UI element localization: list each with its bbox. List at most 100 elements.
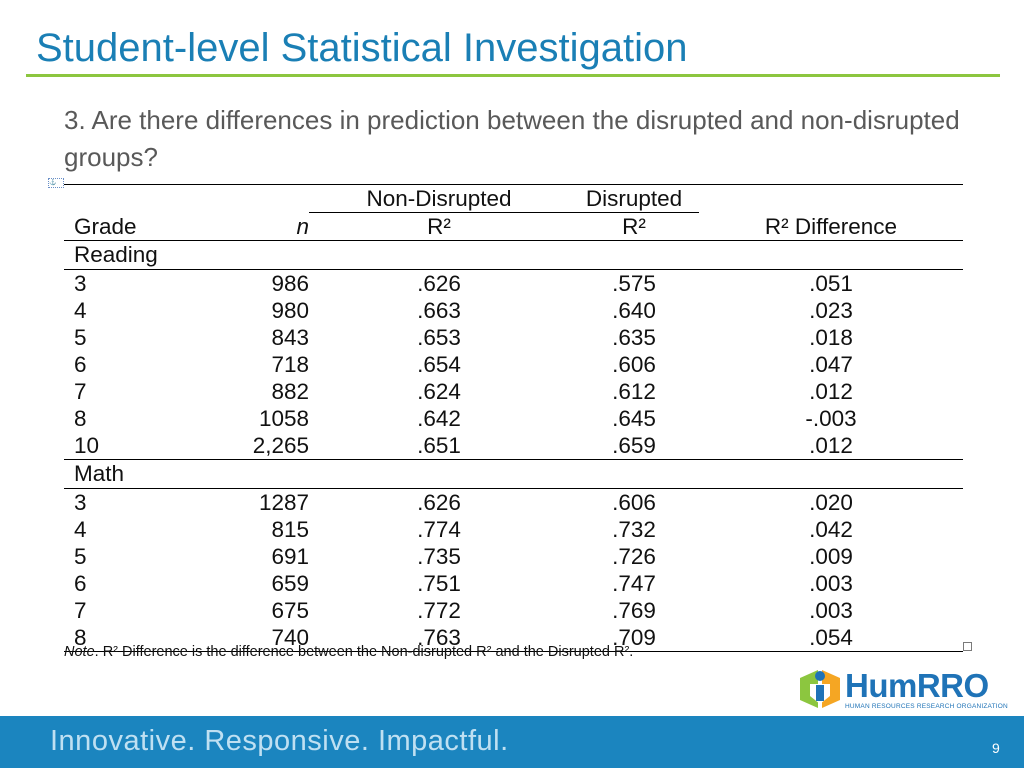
cell-non-disrupted-r2: .642 <box>417 406 461 431</box>
cell-n: 986 <box>271 271 309 296</box>
table-header-row-top: Non-Disrupted Disrupted <box>64 184 963 213</box>
header-r2-difference: R² Difference <box>764 213 898 239</box>
research-question: 3. Are there differences in prediction b… <box>64 105 960 172</box>
group-header-row: Reading <box>64 240 963 270</box>
cell-n: 2,265 <box>252 433 309 458</box>
cell-disrupted-r2: .606 <box>612 352 656 377</box>
cell-grade: 5 <box>74 544 87 569</box>
cell-grade: 4 <box>74 517 87 542</box>
header-d-r2: R² <box>622 214 646 239</box>
header-grade: Grade <box>74 213 137 239</box>
cell-r2-difference: -.003 <box>805 406 857 431</box>
results-table: Non-Disrupted Disrupted Grade n R² R² R²… <box>64 184 963 652</box>
slide-title: Student-level Statistical Investigation <box>36 26 688 70</box>
group-header-row: Math <box>64 459 963 489</box>
footer-bar <box>0 716 1024 768</box>
cell-disrupted-r2: .640 <box>612 298 656 323</box>
cell-n: 718 <box>271 352 309 377</box>
note-label: Note <box>64 644 95 660</box>
table-header-row-bottom: Grade n R² R² R² Difference <box>64 213 963 241</box>
cell-disrupted-r2: .575 <box>612 271 656 296</box>
cell-r2-difference: .003 <box>809 598 853 623</box>
cell-r2-difference: .012 <box>809 379 853 404</box>
table-row: 4 980 .663 .640 .023 <box>64 297 963 324</box>
cell-grade: 5 <box>74 325 87 350</box>
cell-grade: 8 <box>64 624 184 652</box>
cell-r2-difference: .012 <box>809 433 853 458</box>
table-row: 3 1287 .626 .606 .020 <box>64 489 963 517</box>
table-row: 4 815 .774 .732 .042 <box>64 516 963 543</box>
cell-n: 980 <box>271 298 309 323</box>
cell-grade: 6 <box>74 571 87 596</box>
table-row: 5 691 .735 .726 .009 <box>64 543 963 570</box>
cell-n: 740 <box>184 624 309 652</box>
cell-disrupted-r2: .726 <box>612 544 656 569</box>
table-row: 6 718 .654 .606 .047 <box>64 351 963 378</box>
cell-non-disrupted-r2: .735 <box>417 544 461 569</box>
cell-non-disrupted-r2: .654 <box>417 352 461 377</box>
table-row: 10 2,265 .651 .659 .012 <box>64 432 963 460</box>
cell-non-disrupted-r2: .751 <box>417 571 461 596</box>
cell-disrupted-r2: .645 <box>612 406 656 431</box>
cell-grade: 3 <box>74 271 87 296</box>
cell-non-disrupted-r2: .663 <box>417 298 461 323</box>
header-nd-r2: R² <box>427 214 451 239</box>
cell-non-disrupted-r2: .626 <box>417 490 461 515</box>
cell-r2-difference: .051 <box>809 271 853 296</box>
cell-disrupted-r2: .606 <box>612 490 656 515</box>
cell-n: 675 <box>271 598 309 623</box>
header-disrupted: Disrupted <box>569 184 699 213</box>
cell-non-disrupted-r2: .772 <box>417 598 461 623</box>
cell-r2-difference: .020 <box>809 490 853 515</box>
cell-r2-difference: .054 <box>699 624 963 652</box>
cell-disrupted-r2: .709 <box>569 624 699 652</box>
cell-r2-difference: .042 <box>809 517 853 542</box>
cell-grade: 10 <box>74 433 100 458</box>
cell-non-disrupted-r2: .653 <box>417 325 461 350</box>
cell-non-disrupted-r2: .626 <box>417 271 461 296</box>
header-n: n <box>296 213 309 239</box>
cell-grade: 3 <box>74 490 87 515</box>
cell-disrupted-r2: .769 <box>612 598 656 623</box>
cell-r2-difference: .023 <box>809 298 853 323</box>
header-non-disrupted: Non-Disrupted <box>309 184 569 213</box>
cell-r2-difference: .003 <box>809 571 853 596</box>
cell-grade: 7 <box>74 598 87 623</box>
table-row: 8 740.763.709.054 <box>64 624 963 652</box>
cell-n: 691 <box>271 544 309 569</box>
logo-subtitle: HUMAN RESOURCES RESEARCH ORGANIZATION <box>845 703 1008 710</box>
group-label: Math <box>64 459 963 489</box>
cell-non-disrupted-r2: .624 <box>417 379 461 404</box>
cell-n: 659 <box>271 571 309 596</box>
table-row: 5 843 .653 .635 .018 <box>64 324 963 351</box>
cell-disrupted-r2: .747 <box>612 571 656 596</box>
cell-grade: 8 <box>74 406 87 431</box>
cell-n: 882 <box>271 379 309 404</box>
cell-r2-difference: .009 <box>809 544 853 569</box>
cell-disrupted-r2: .659 <box>612 433 656 458</box>
resize-handle[interactable] <box>963 642 972 651</box>
cell-non-disrupted-r2: .774 <box>417 517 461 542</box>
cell-disrupted-r2: .612 <box>612 379 656 404</box>
cell-r2-difference: .047 <box>809 352 853 377</box>
note-text: . R² Difference is the difference betwee… <box>94 644 634 660</box>
cell-disrupted-r2: .635 <box>612 325 656 350</box>
cell-disrupted-r2: .732 <box>612 517 656 542</box>
logo-wordmark: HumRRO <box>845 667 989 704</box>
table-row: 3 986 .626 .575 .051 <box>64 270 963 298</box>
group-label: Reading <box>64 240 963 270</box>
footer-tagline: Innovative. Responsive. Impactful. <box>50 725 509 757</box>
table-row: 6 659 .751 .747 .003 <box>64 570 963 597</box>
table-row: 8 1058 .642 .645 -.003 <box>64 405 963 432</box>
object-anchor-icon[interactable]: ⚓ <box>48 178 64 188</box>
cell-grade: 6 <box>74 352 87 377</box>
cell-n: 843 <box>271 325 309 350</box>
table-note: Note. R² Difference is the difference be… <box>64 644 633 660</box>
page-number: 9 <box>992 740 1000 756</box>
cell-non-disrupted-r2: .651 <box>417 433 461 458</box>
humrro-logo-mark-icon <box>800 670 840 708</box>
cell-n: 1287 <box>258 490 309 515</box>
cell-n: 815 <box>271 517 309 542</box>
cell-grade: 7 <box>74 379 87 404</box>
humrro-logo <box>800 670 840 708</box>
